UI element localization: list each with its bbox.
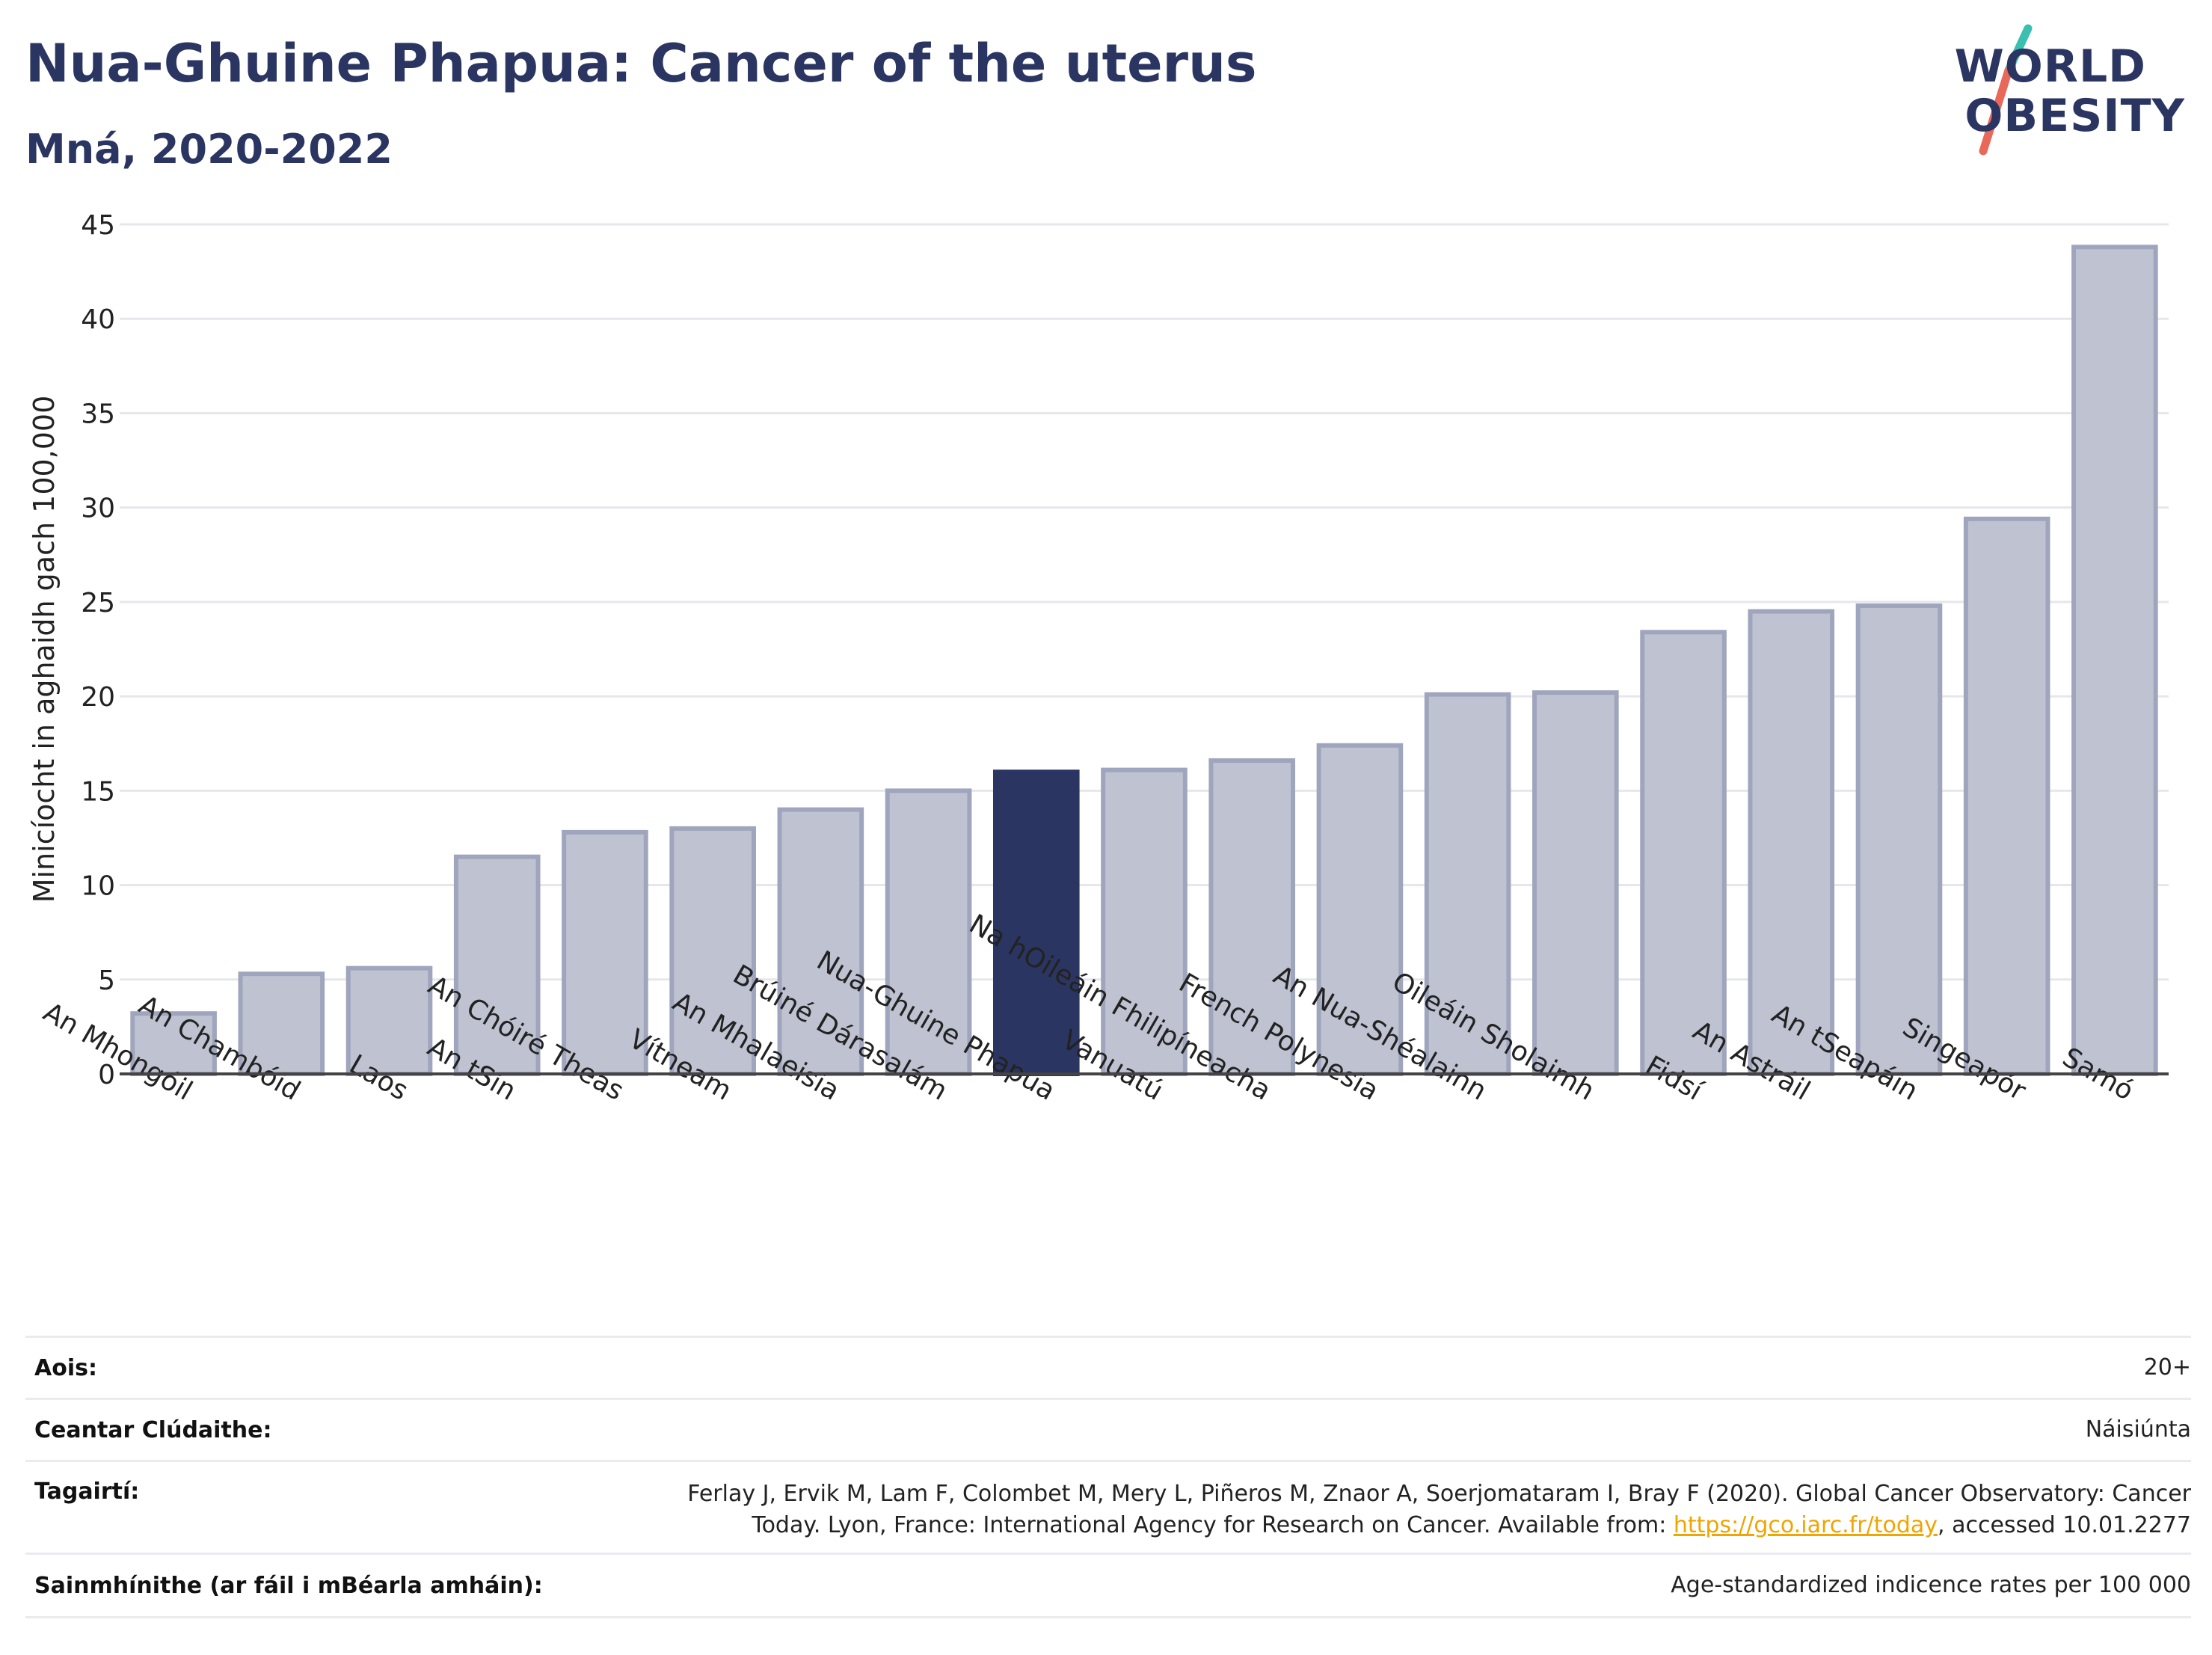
bar-6: [777, 807, 864, 1076]
y-tick-label: 35: [81, 399, 115, 429]
bar-14: [1640, 630, 1727, 1076]
info-label: Tagairtí:: [34, 1479, 140, 1505]
info-row-references: Tagairtí: Ferlay J, Ervik M, Lam F, Colo…: [25, 1460, 2191, 1553]
y-tick-label: 10: [81, 871, 115, 902]
reference-text: Ferlay J, Ervik M, Lam F, Colombet M, Me…: [687, 1479, 2191, 1541]
bar-4: [562, 829, 648, 1076]
y-tick-label: 0: [98, 1060, 115, 1090]
reference-line2-end: , accessed 10.01.2277: [1938, 1512, 2191, 1538]
y-tick-labels: 0 5 10 15 20 25 30 35 40 45: [81, 210, 115, 1090]
bar-0: [130, 1011, 217, 1076]
bar-3: [453, 854, 541, 1076]
y-tick-label: 5: [98, 965, 115, 996]
logo-slash-icon: [1979, 24, 2033, 156]
bar-9: [1101, 767, 1188, 1076]
logo-line1: WORLD: [1954, 40, 2146, 93]
y-tick-label: 40: [81, 304, 115, 335]
bar-17: [1963, 516, 2050, 1076]
bar-2: [345, 965, 433, 1076]
y-axis-label: Minicíocht in aghaidh gach 100,000: [28, 396, 61, 903]
y-tick-label: 15: [81, 776, 115, 807]
bar-15: [1748, 609, 1835, 1076]
info-value: Age-standardized indicence rates per 100…: [1671, 1572, 2191, 1598]
info-row-coverage: Ceantar Clúdaithe: Náisiúnta: [25, 1398, 2191, 1460]
info-row-age: Aois: 20+: [25, 1336, 2191, 1398]
reference-line2-text: Today. Lyon, France: International Agenc…: [752, 1512, 1674, 1538]
reference-line1: Ferlay J, Ervik M, Lam F, Colombet M, Me…: [687, 1481, 2191, 1507]
chart-subtitle: Mná, 2020-2022: [25, 126, 393, 173]
logo-line2: OBESITY: [1964, 90, 2185, 142]
bar-11: [1316, 743, 1404, 1076]
reference-link[interactable]: https://gco.iarc.fr/today: [1673, 1512, 1938, 1538]
bar-18: [2071, 245, 2158, 1076]
y-tick-label: 30: [81, 494, 115, 524]
bar-5: [669, 826, 756, 1077]
info-label: Sainmhínithe (ar fáil i mBéarla amháin):: [34, 1572, 543, 1599]
bar-16: [1855, 603, 1943, 1076]
info-label: Ceantar Clúdaithe:: [34, 1416, 272, 1443]
bar-8: [992, 770, 1080, 1076]
y-tick-label: 25: [81, 588, 115, 618]
bar-12: [1424, 692, 1511, 1076]
chart-title: Nua-Ghuine Phapua: Cancer of the uterus: [25, 33, 1257, 94]
info-label: Aois:: [34, 1354, 97, 1381]
reference-line2: Today. Lyon, France: International Agenc…: [687, 1510, 2191, 1541]
info-row-definitions: Sainmhínithe (ar fáil i mBéarla amháin):…: [25, 1553, 2191, 1618]
bar-13: [1532, 690, 1619, 1076]
world-obesity-logo: WORLD OBESITY: [1944, 21, 2199, 163]
bar-7: [885, 788, 972, 1077]
bar-10: [1208, 758, 1296, 1076]
info-value: Náisiúnta: [2085, 1416, 2191, 1443]
bars: [130, 245, 2158, 1077]
y-tick-label: 20: [81, 682, 115, 713]
info-table: Aois: 20+ Ceantar Clúdaithe: Náisiúnta T…: [25, 1336, 2191, 1618]
info-value: 20+: [2143, 1354, 2191, 1381]
y-tick-label: 45: [81, 210, 115, 241]
